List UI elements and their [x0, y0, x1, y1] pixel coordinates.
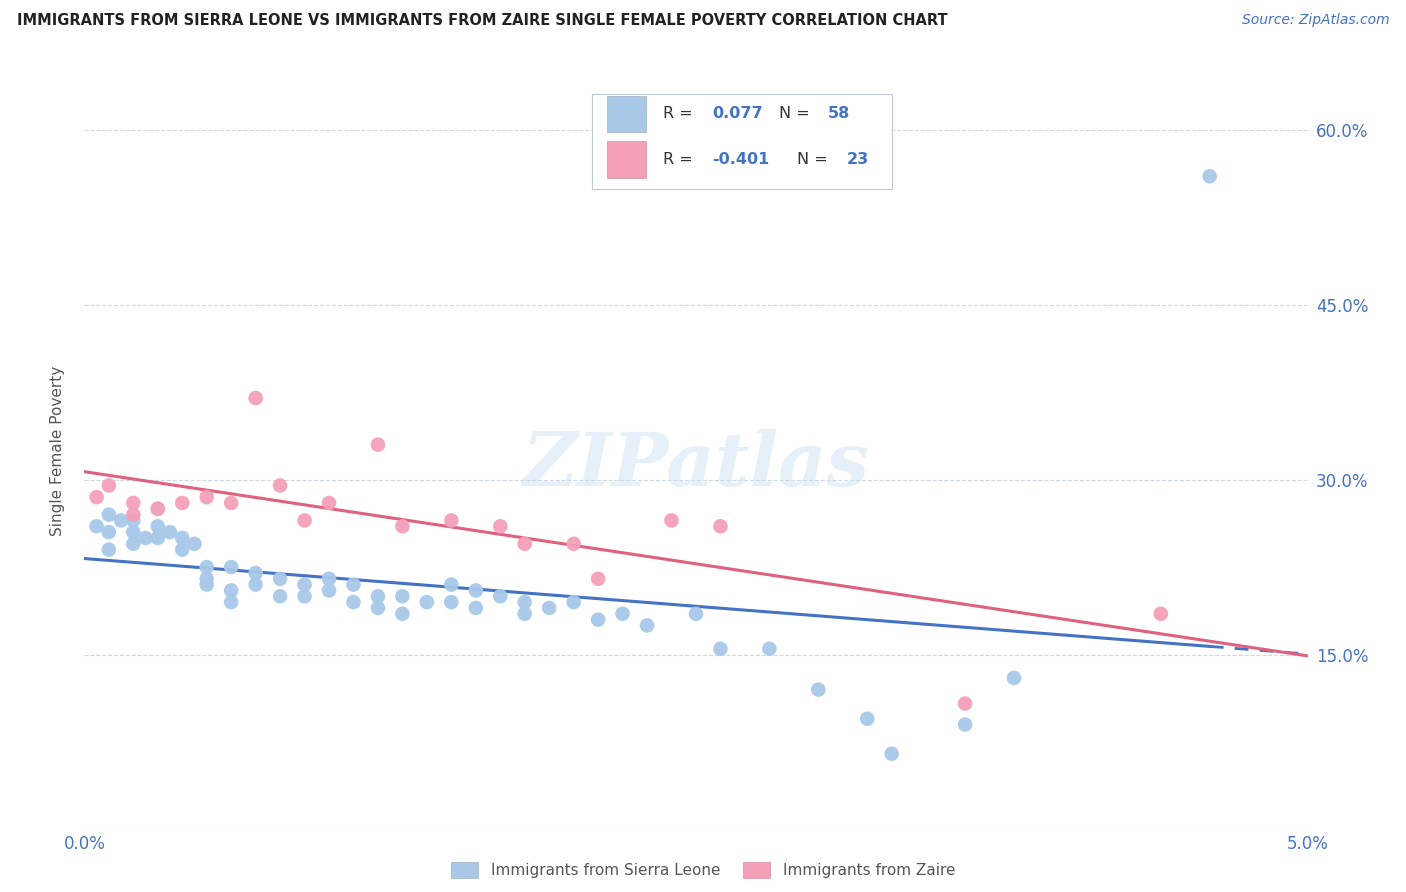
Point — [856, 712, 879, 726]
Point — [122, 513, 145, 527]
Point — [440, 595, 463, 609]
Point — [183, 537, 205, 551]
Point — [219, 560, 242, 574]
Point — [586, 613, 609, 627]
Point — [562, 595, 585, 609]
Point — [269, 589, 291, 603]
Text: -0.401: -0.401 — [711, 152, 769, 167]
Point — [367, 601, 389, 615]
Point — [195, 572, 218, 586]
Text: Source: ZipAtlas.com: Source: ZipAtlas.com — [1241, 13, 1389, 28]
Point — [880, 747, 903, 761]
Point — [146, 519, 169, 533]
Point — [122, 508, 145, 522]
Point — [318, 496, 340, 510]
Point — [122, 496, 145, 510]
Point — [612, 607, 634, 621]
Point — [86, 519, 108, 533]
Point — [807, 682, 830, 697]
Legend: Immigrants from Sierra Leone, Immigrants from Zaire: Immigrants from Sierra Leone, Immigrants… — [444, 856, 962, 884]
Point — [122, 537, 145, 551]
FancyBboxPatch shape — [606, 141, 645, 178]
Point — [636, 618, 658, 632]
Point — [269, 478, 291, 492]
Point — [146, 501, 169, 516]
Text: N =: N = — [797, 152, 834, 167]
Text: ZIPatlas: ZIPatlas — [523, 429, 869, 502]
Point — [685, 607, 707, 621]
Point — [489, 589, 512, 603]
Point — [709, 519, 731, 533]
Point — [97, 542, 120, 557]
Point — [342, 595, 364, 609]
Point — [97, 478, 120, 492]
Text: 58: 58 — [828, 106, 851, 121]
Point — [97, 525, 120, 540]
Point — [513, 607, 536, 621]
Point — [172, 531, 194, 545]
Point — [219, 595, 242, 609]
Point — [146, 501, 169, 516]
Point — [661, 513, 683, 527]
Point — [416, 595, 439, 609]
Point — [464, 583, 486, 598]
Point — [219, 583, 242, 598]
Point — [758, 641, 780, 656]
Point — [562, 537, 585, 551]
Point — [294, 589, 316, 603]
Y-axis label: Single Female Poverty: Single Female Poverty — [51, 366, 65, 535]
Point — [1150, 607, 1173, 621]
Point — [953, 717, 976, 731]
Point — [513, 537, 536, 551]
Point — [391, 519, 413, 533]
Point — [159, 525, 181, 540]
Point — [464, 601, 486, 615]
Point — [97, 508, 120, 522]
Point — [245, 577, 267, 591]
Point — [294, 577, 316, 591]
Point — [709, 641, 731, 656]
Text: 0.077: 0.077 — [711, 106, 762, 121]
Point — [294, 513, 316, 527]
Text: R =: R = — [664, 106, 697, 121]
Point — [245, 391, 267, 405]
Point — [219, 496, 242, 510]
Point — [172, 542, 194, 557]
Point — [135, 531, 157, 545]
Point — [195, 560, 218, 574]
Point — [195, 490, 218, 504]
Text: N =: N = — [779, 106, 815, 121]
Point — [342, 577, 364, 591]
Point — [1198, 169, 1220, 184]
FancyBboxPatch shape — [606, 95, 645, 132]
Point — [367, 589, 389, 603]
Point — [513, 595, 536, 609]
Point — [86, 490, 108, 504]
Point — [318, 572, 340, 586]
Point — [172, 496, 194, 510]
Point — [489, 519, 512, 533]
Point — [318, 583, 340, 598]
Text: IMMIGRANTS FROM SIERRA LEONE VS IMMIGRANTS FROM ZAIRE SINGLE FEMALE POVERTY CORR: IMMIGRANTS FROM SIERRA LEONE VS IMMIGRAN… — [17, 13, 948, 29]
Point — [245, 566, 267, 580]
Text: 23: 23 — [846, 152, 869, 167]
Point — [122, 525, 145, 540]
Point — [391, 607, 413, 621]
Point — [146, 531, 169, 545]
Point — [586, 572, 609, 586]
FancyBboxPatch shape — [592, 95, 891, 189]
Point — [440, 513, 463, 527]
Text: R =: R = — [664, 152, 697, 167]
Point — [538, 601, 561, 615]
Point — [195, 577, 218, 591]
Point — [391, 589, 413, 603]
Point — [440, 577, 463, 591]
Point — [367, 437, 389, 451]
Point — [110, 513, 132, 527]
Point — [953, 697, 976, 711]
Point — [1002, 671, 1025, 685]
Point — [269, 572, 291, 586]
